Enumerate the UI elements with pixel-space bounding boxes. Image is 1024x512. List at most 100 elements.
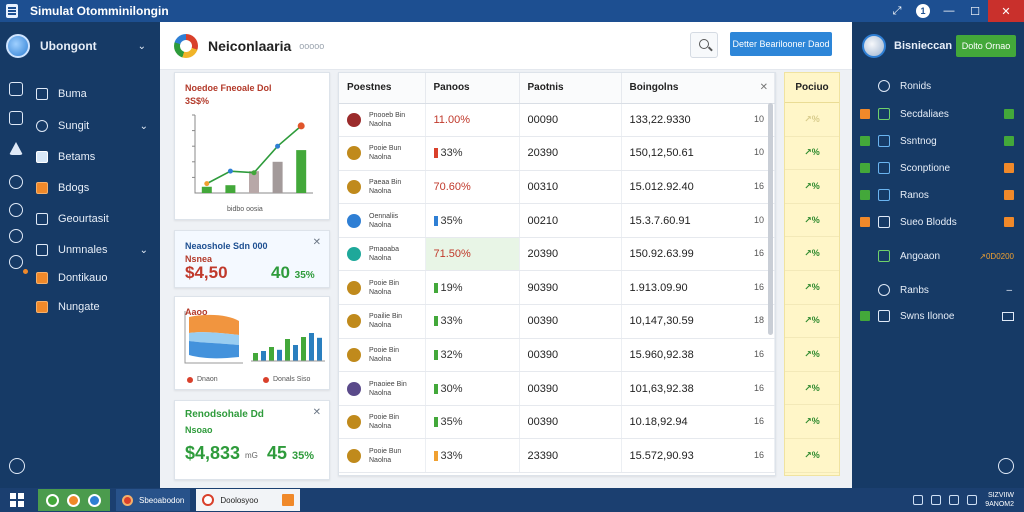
row-status-cell: 32% [425,338,520,373]
row-thumbnail-icon [347,179,361,194]
table-row[interactable]: Pmaoaba Naolna 71.50% 20390 150.92.63.99 16 [339,237,775,272]
row-status: 35% [440,214,463,227]
table-row[interactable]: Pnaoiee Bin Naolna 30% 00390 101,63,92.38 16 [339,371,775,406]
sidebar-item-sungit[interactable]: Sungit ⌄ [36,114,154,138]
right-sidebar-item[interactable]: Ronids [852,74,1024,98]
main-header: Neiconlaaria ooooo Detter Bearilooner Da… [160,22,852,70]
right-sidebar-item[interactable]: Ssntnog [852,129,1024,153]
right-sidebar-item[interactable]: Sueo Blodds [852,210,1024,234]
row-status-cell: 33% [425,304,520,339]
app-orange-icon[interactable] [67,493,80,507]
sidebar-item-buma[interactable]: Buma [36,82,154,106]
table-row[interactable]: Pnooeb Bin Naolna 11.00% 00090 133,22.9330 1… [339,103,775,138]
trend-column-header[interactable]: Pociuo [785,73,839,103]
close-icon[interactable]: ✕ [312,407,321,418]
area-layer [189,341,239,359]
right-action-button[interactable]: Dolto Ornao [956,35,1016,57]
column-header[interactable]: Boingolns ✕ [621,73,775,104]
table-row[interactable]: Pooie Bin Naolna 19% 90390 1.913.09.90 16 [339,270,775,306]
row-status-cell: 19% [425,270,520,306]
notification-badge[interactable]: 1 [910,0,936,22]
right-sidebar-item[interactable]: Angoaon ↗0D0200 [852,244,1024,268]
kpi-card-1[interactable]: Neaoshole Sdn 000 ✕ Nsnea $4,50 40 35% [174,230,330,288]
maximize-button[interactable]: ☐ [970,5,980,18]
right-sidebar-item[interactable]: Swns Ilonoe [852,304,1024,328]
battery-icon[interactable] [949,495,960,505]
row-amount: 15.012.92.40 [629,180,694,193]
refresh-icon[interactable] [998,458,1014,474]
column-header[interactable]: Panoos [425,73,520,104]
browser-icon[interactable] [46,493,59,507]
clock[interactable]: SIZVIIW 9ANOM2 [985,492,1014,508]
minimize-button[interactable]: — [943,5,955,17]
status-indicator [433,215,438,226]
chevron-down-icon[interactable]: ⌄ [137,40,146,52]
help-icon[interactable] [9,458,25,474]
table-row[interactable]: Pooie Bun Naolna 33% 20390 150,12,50.61 10 [339,136,775,171]
item-label: Secdaliaes [900,108,949,120]
row-amount: 15.960,92.38 [629,348,694,361]
table-row[interactable]: Pooie Bin Naolna 32% 00390 15.960,92.38 16 [339,338,775,373]
trend-cell: ↗% [785,137,839,171]
status-green-icon [1004,109,1014,119]
item-trend: ↗0D0200 [979,251,1014,261]
app-orange-square-icon [282,494,295,506]
chart-card[interactable]: Noedoe Fneoale Dol 3S$% bidbo oosia [174,72,330,220]
vertical-scrollbar[interactable] [768,103,773,335]
expand-icon[interactable]: ⤢ [892,4,902,17]
close-icon[interactable]: ✕ [759,82,768,93]
row-status: 32% [440,348,463,361]
kpi-card-2[interactable]: Renodsohale Dd ✕ Nsoao $4,833 mG 45 35% [174,400,330,480]
row-end: 16 [753,281,764,292]
row-value: 00390 [519,405,622,440]
clock-icon[interactable] [9,175,23,189]
row-end: 16 [753,348,764,359]
document-icon [36,213,48,225]
sidebar-item-bdogs[interactable]: Bdogs [36,176,154,200]
avatar[interactable] [862,34,886,58]
volume-icon[interactable] [931,495,942,505]
sidebar-item-unmnales[interactable]: Unmnales ⌄ [36,238,154,262]
sidebar-item-betams[interactable]: Betams [36,145,154,169]
page-subtitle: ooooo [299,40,325,51]
row-amount-cell: 10.18,92.94 16 [621,405,775,440]
sidebar-item-geourtasit[interactable]: Geourtasit [36,207,154,231]
apps-icon[interactable] [9,229,23,243]
checkbox-icon[interactable] [9,111,23,125]
kpi-percent: 45 35% [267,443,315,463]
sidebar-item-dontikauo[interactable]: Dontikauo [36,266,154,290]
table-row[interactable]: Pooie Bun Naolna 33% 23390 15.572,90.93 16 [339,438,775,474]
sidebar-item-nungate[interactable]: Nungate [36,295,154,319]
right-sidebar-item[interactable]: Ranos [852,183,1024,207]
card-subtitle: Nsnea [185,254,213,264]
chevron-down-icon[interactable]: ⌄ [139,120,148,132]
row-amount-cell: 133,22.9330 10 [621,103,775,138]
right-sidebar-item[interactable]: Secdaliaes [852,102,1024,126]
settings-icon[interactable] [9,203,23,217]
column-header[interactable]: Poestnes [339,73,426,104]
chevron-down-icon[interactable]: ⌄ [139,244,148,256]
table-row[interactable]: Pooie Bin Naolna 35% 00390 10.18,92.94 16 [339,405,775,440]
windows-start-icon[interactable] [10,493,24,507]
table-row[interactable]: Oennaliis Naolna 35% 00210 15.3.7.60.91 10 [339,203,775,238]
primary-action-button[interactable]: Detter Bearilooner Daod [730,32,832,56]
taskbar-task-2[interactable]: Doolosyoo [196,489,301,511]
mail-icon[interactable] [9,82,23,96]
alert-icon[interactable] [9,142,23,155]
right-sidebar-item[interactable]: Sconptione [852,156,1024,180]
app-blue-icon[interactable] [88,493,101,507]
chart-card-2[interactable]: Aaoo Dnaon Donals Siso [174,296,330,390]
table-row[interactable]: Paeaa Bin Naolna 70.60% 00310 15.012.92.40 1… [339,170,775,205]
table-row[interactable]: Poailie Bin Naolna 33% 00390 10,147,30.59 18 [339,304,775,339]
column-header[interactable]: Paotnis [519,73,622,104]
sidebar-header[interactable]: Ubongont ⌄ [0,22,160,70]
right-sidebar-item[interactable]: Ranbs – [852,278,1024,302]
network-icon[interactable] [913,495,924,505]
timer-icon[interactable] [9,255,28,274]
close-button[interactable]: ✕ [988,0,1024,22]
language-icon[interactable] [967,495,978,505]
taskbar-task-1[interactable]: Sbeoabodon [116,489,191,511]
chart-legend-left: Dnaon [187,376,218,383]
close-icon[interactable]: ✕ [312,237,321,248]
search-icon[interactable] [690,32,718,58]
